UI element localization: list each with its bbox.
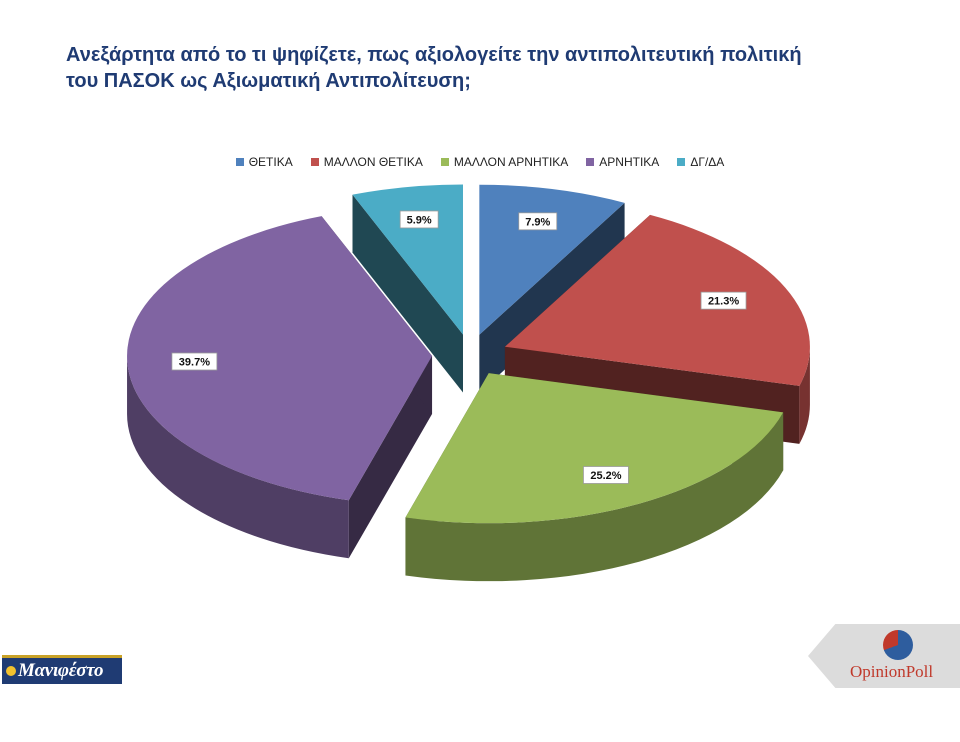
legend-label-rather-positive: ΜΑΛΛΟΝ ΘΕΤΙΚΑ: [323, 155, 423, 169]
pie-slice-rather-positive: [504, 214, 810, 386]
data-label-negative: 39.7%: [179, 356, 210, 368]
legend-item-dk-na: ΔΓ/ΔΑ: [677, 155, 724, 169]
pie-slice-rather-negative: [405, 373, 784, 524]
legend-swatch-dk-na: [677, 158, 686, 166]
pie-wall-negative-start: [348, 355, 433, 559]
legend-swatch-positive: [235, 158, 244, 166]
data-label-positive: 7.9%: [525, 216, 550, 228]
opinionpoll-logo-mark: [883, 630, 913, 660]
manifesto-logo: Μανιφέστο: [2, 655, 122, 684]
legend-label-positive: ΘΕΤΙΚΑ: [248, 155, 293, 169]
legend-swatch-rather-positive: [310, 158, 319, 166]
opinionpoll-logo-text: OpinionPoll: [850, 662, 934, 681]
pie-rim-rather-negative: [405, 412, 784, 582]
opinionpoll-logo: OpinionPoll: [808, 624, 960, 688]
pie-rim-negative: [127, 355, 349, 559]
pie-data-labels: 7.9% 21.3% 25.2% 39.7% 5.9%: [171, 210, 747, 484]
legend-item-negative: ΑΡΝΗΤΙΚΑ: [586, 155, 659, 169]
pie-slice-negative: [127, 216, 433, 501]
legend-swatch-negative: [586, 158, 595, 166]
chart-legend: ΘΕΤΙΚΑ ΜΑΛΛΟΝ ΘΕΤΙΚΑ ΜΑΛΛΟΝ ΑΡΝΗΤΙΚΑ ΑΡΝ…: [0, 155, 960, 169]
data-label-box-negative: [171, 352, 218, 371]
legend-label-rather-negative: ΜΑΛΛΟΝ ΑΡΝΗΤΙΚΑ: [453, 155, 569, 169]
data-label-box-rather-positive: [700, 291, 747, 310]
legend-item-rather-negative: ΜΑΛΛΟΝ ΑΡΝΗΤΙΚΑ: [440, 155, 569, 169]
legend-label-dk-na: ΔΓ/ΔΑ: [690, 155, 725, 169]
data-label-dk-na: 5.9%: [407, 214, 432, 226]
data-label-box-positive: [518, 212, 558, 231]
legend-item-positive: ΘΕΤΙΚΑ: [235, 155, 293, 169]
pie-slice-positive: [479, 184, 625, 335]
legend-label-negative: ΑΡΝΗΤΙΚΑ: [599, 155, 660, 169]
pie-wall-dk-na-start: [352, 194, 463, 393]
pie-rim-rather-positive: [799, 346, 810, 444]
opinionpoll-logo-band: [808, 624, 960, 688]
data-label-rather-negative: 25.2%: [590, 470, 621, 482]
legend-swatch-rather-negative: [440, 158, 449, 166]
manifesto-logo-dot: [6, 666, 16, 676]
manifesto-logo-text: Μανιφέστο: [18, 660, 104, 681]
chart-title-line-2: του ΠΑΣΟΚ ως Αξιωματική Αντιπολίτευση;: [66, 70, 471, 92]
data-label-rather-positive: 21.3%: [708, 296, 739, 308]
data-label-box-rather-negative: [583, 466, 629, 484]
data-label-box-dk-na: [399, 210, 439, 229]
chart-title-line-1: Ανεξάρτητα από το τι ψηφίζετε, πως αξιολ…: [66, 44, 802, 66]
chart-title: Ανεξάρτητα από το τι ψηφίζετε, πως αξιολ…: [66, 42, 846, 94]
legend-item-rather-positive: ΜΑΛΛΟΝ ΘΕΤΙΚΑ: [310, 155, 423, 169]
